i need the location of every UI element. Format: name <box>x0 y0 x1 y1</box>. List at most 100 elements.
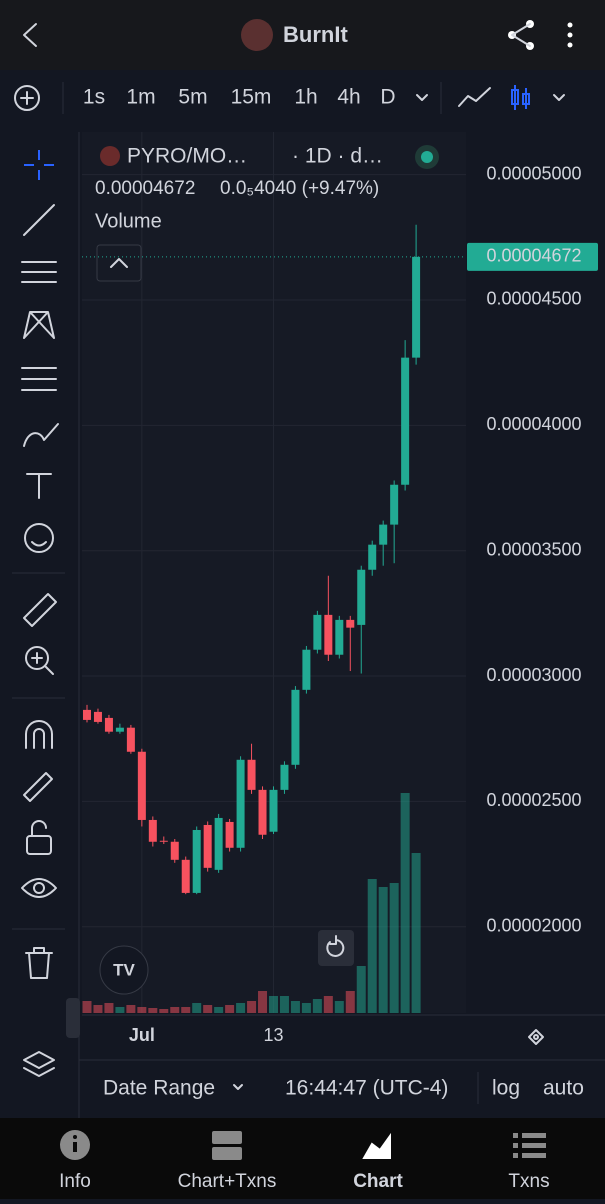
bottom-nav <box>0 1118 605 1199</box>
log-toggle[interactable]: log <box>492 1077 520 1100</box>
volume-bar <box>290 1001 300 1013</box>
timeframe[interactable]: 1h <box>294 86 317 109</box>
volume-bar <box>225 1005 235 1013</box>
candle-body <box>115 727 124 732</box>
delete-tool[interactable] <box>25 947 53 979</box>
candle-type[interactable] <box>511 85 530 110</box>
emoji-tool[interactable] <box>24 523 54 553</box>
layers-tool[interactable] <box>23 1051 55 1077</box>
timeframe[interactable]: 5m <box>178 86 207 109</box>
line-type[interactable] <box>458 87 491 107</box>
volume-bar <box>268 996 278 1013</box>
date-range[interactable]: Date Range <box>103 1077 215 1100</box>
volume-bar <box>170 1007 180 1013</box>
timeframe[interactable]: 1s <box>83 86 105 109</box>
reset-button[interactable] <box>318 930 354 966</box>
chart-txns-icon[interactable] <box>212 1131 242 1160</box>
volume-bar <box>411 853 421 1013</box>
logo <box>241 19 273 51</box>
legend-study: Volume <box>95 210 162 232</box>
volume-bar <box>192 1003 202 1013</box>
candle-body <box>181 859 190 893</box>
nav-label[interactable]: Chart <box>353 1171 403 1192</box>
unlock-tool[interactable] <box>26 820 52 855</box>
share-button[interactable] <box>508 20 534 50</box>
interval-menu[interactable] <box>416 94 428 101</box>
timeframe[interactable]: 4h <box>337 86 360 109</box>
candle-body <box>357 569 366 625</box>
projection-tool[interactable] <box>21 367 57 391</box>
candle-body <box>126 727 135 752</box>
hide-tool[interactable] <box>21 878 57 898</box>
collapse-legend[interactable] <box>96 244 142 282</box>
candle-body <box>192 829 201 893</box>
volume-bar <box>137 1007 147 1013</box>
x-tick-label: Jul <box>129 1025 155 1045</box>
candle-body <box>346 619 355 628</box>
text-tool[interactable] <box>26 473 52 499</box>
collapse-toolbar[interactable] <box>66 998 80 1038</box>
candle-body <box>313 614 322 650</box>
volume-bar <box>334 1001 344 1013</box>
volume-bar <box>104 1003 114 1013</box>
back-button[interactable] <box>23 23 37 47</box>
y-tick-label: 0.00004500 <box>486 289 581 309</box>
candle-body <box>368 544 377 570</box>
volume-bar <box>247 1001 257 1013</box>
legend-symbol: PYRO/MO… <box>127 145 247 168</box>
volume-bar <box>159 1009 169 1013</box>
pattern-tool[interactable] <box>23 311 55 339</box>
magnet-tool[interactable] <box>25 720 53 749</box>
timeframe[interactable]: D <box>380 86 395 109</box>
candle-body <box>225 821 234 848</box>
volume-bar <box>356 966 366 1013</box>
nav-label[interactable]: Txns <box>508 1171 549 1192</box>
candle-body <box>148 819 157 842</box>
lock-drawings[interactable] <box>23 772 53 802</box>
volume-bar <box>258 991 268 1013</box>
brush-tool[interactable] <box>23 423 59 447</box>
volume-bar <box>312 999 322 1013</box>
timeframe[interactable]: 15m <box>231 86 272 109</box>
chart-icon[interactable] <box>362 1132 391 1159</box>
y-tick-label: 0.00002500 <box>486 790 581 810</box>
txns-icon[interactable] <box>513 1133 546 1158</box>
chart-type-menu[interactable] <box>553 94 565 101</box>
info-icon[interactable] <box>60 1130 90 1160</box>
candle-body <box>291 689 300 765</box>
candle-body <box>236 759 245 848</box>
ruler-tool[interactable] <box>23 593 57 627</box>
candle-body <box>335 619 344 655</box>
tradingview-logo: TV <box>99 945 149 995</box>
legend-change: 0.0₅4040 (+9.47%) <box>220 178 379 199</box>
timeframe[interactable]: 1m <box>126 86 155 109</box>
candle-body <box>412 256 421 358</box>
nav-label[interactable]: Info <box>59 1171 91 1192</box>
volume-bar <box>181 1007 191 1013</box>
add-indicator[interactable] <box>14 85 40 111</box>
candle-body <box>302 649 311 690</box>
candle-body <box>214 817 223 870</box>
volume-bar <box>93 1005 103 1013</box>
axis-settings[interactable] <box>528 1029 544 1045</box>
candle-body <box>247 759 256 790</box>
menu-button[interactable] <box>567 22 573 48</box>
crosshair-tool[interactable] <box>24 150 54 180</box>
zoom-tool[interactable] <box>25 646 54 675</box>
clock: 16:44:47 (UTC-4) <box>285 1077 448 1100</box>
status-dot <box>421 151 433 163</box>
volume-bar <box>323 996 333 1013</box>
trendline-tool[interactable] <box>23 204 55 236</box>
toolbar <box>0 70 605 126</box>
y-tick-label: 0.00005000 <box>486 163 581 183</box>
fib-tool[interactable] <box>21 261 57 283</box>
date-range-menu[interactable] <box>233 1084 243 1090</box>
candle-body <box>93 711 102 722</box>
candle-body <box>401 357 410 485</box>
auto-toggle[interactable]: auto <box>543 1077 584 1100</box>
candle-body <box>104 717 113 732</box>
volume-bar <box>279 996 289 1013</box>
drawing-toolbar <box>0 132 77 1118</box>
nav-label[interactable]: Chart+Txns <box>178 1171 277 1192</box>
